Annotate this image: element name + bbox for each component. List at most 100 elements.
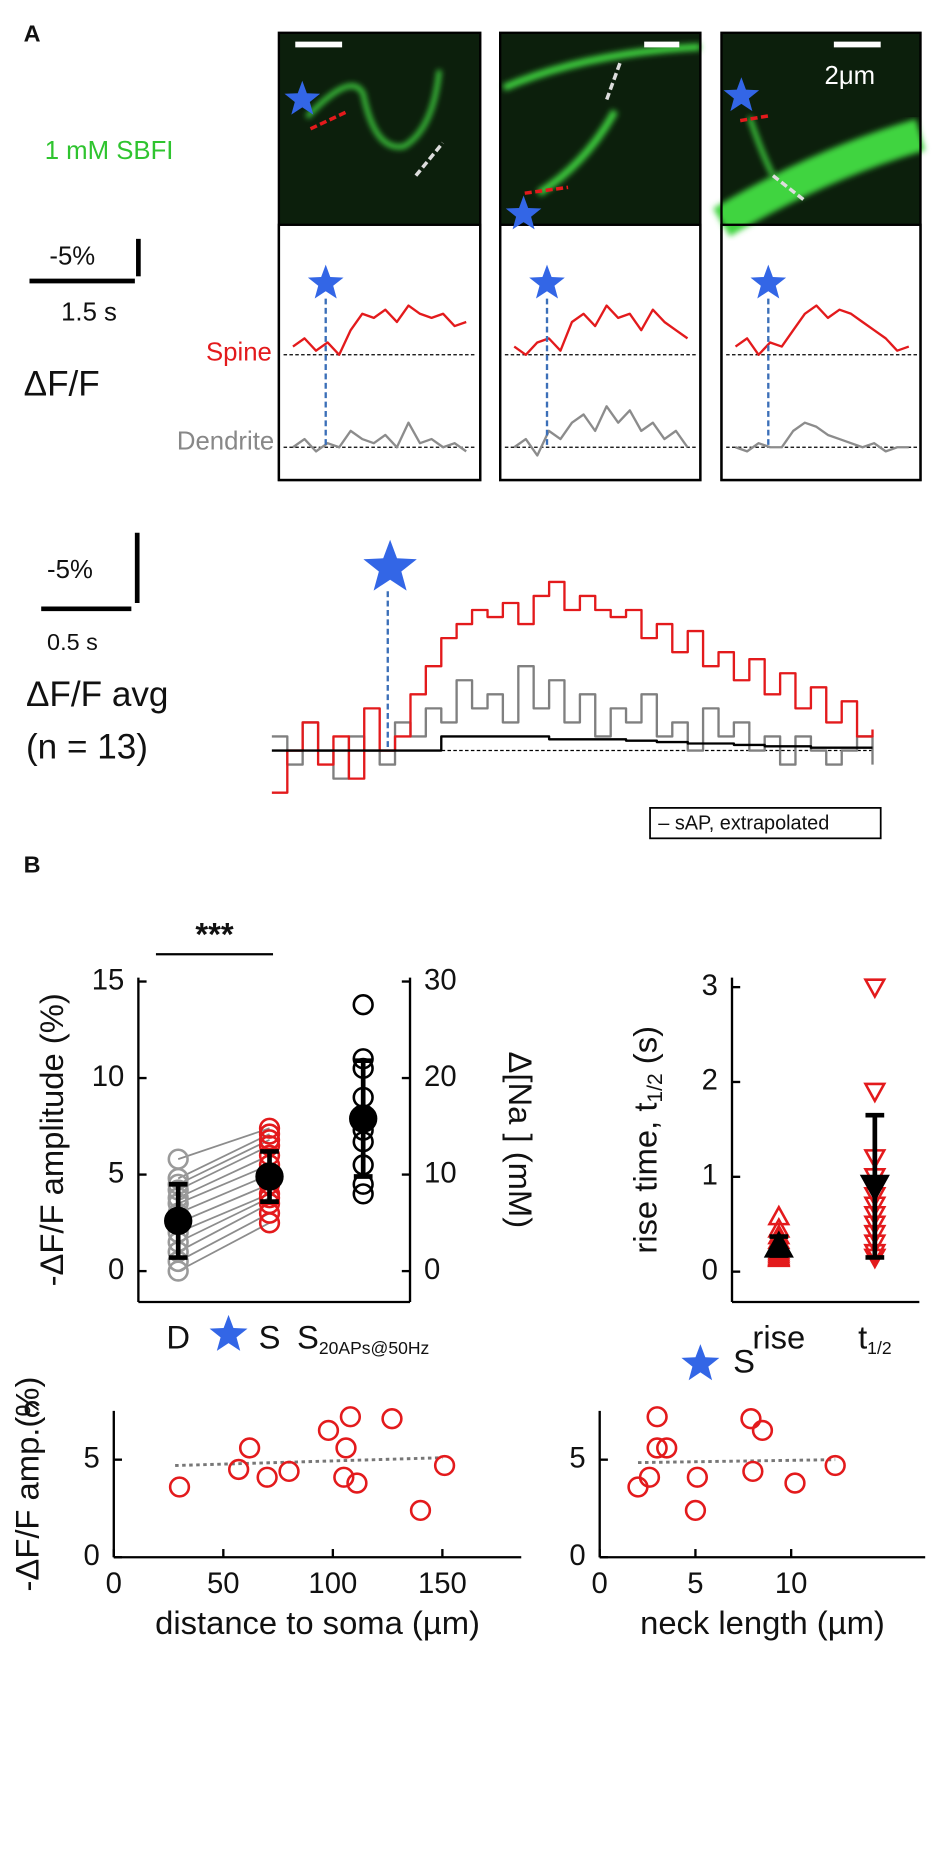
data-point (168, 1476, 191, 1498)
data-point (258, 1123, 281, 1145)
n-label: (n = 13) (26, 728, 148, 767)
x-tick-label: 10 (775, 1568, 808, 1600)
data-point (228, 1458, 250, 1481)
x-tick-label: 50 (207, 1568, 240, 1600)
pair-line (177, 1222, 270, 1272)
y-tick-label: 15 (92, 964, 125, 996)
y-tick-label: 0 (108, 1254, 124, 1286)
pair-line (177, 1144, 270, 1191)
data-point (238, 1437, 261, 1459)
y-label: ΔF/F avg (26, 675, 168, 714)
data-point (255, 1162, 284, 1191)
pair-line (177, 1133, 270, 1180)
x-tick-label: S20APs@50Hz (297, 1318, 429, 1357)
data-point (638, 1466, 661, 1488)
panel-frame (277, 31, 482, 482)
dendrite-avg-trace (271, 665, 874, 780)
data-point (656, 1437, 678, 1459)
roi-dendrite (771, 174, 807, 203)
pair-line (177, 1193, 270, 1234)
data-point (740, 1408, 762, 1430)
dendrite-image (502, 43, 701, 197)
roi-dendrite (605, 60, 623, 101)
data-point (646, 1437, 668, 1459)
y-tick-label: 5 (108, 1157, 124, 1189)
y-label-sub: 1/2 (643, 1073, 666, 1102)
spine-trace (513, 304, 689, 356)
data-point (863, 978, 887, 1000)
data-point (646, 1406, 668, 1428)
spine-trace (734, 304, 910, 356)
dendrite-image (713, 118, 926, 237)
data-point (335, 1437, 357, 1459)
x-tick-label: D (166, 1318, 190, 1355)
pair-line (177, 1164, 270, 1205)
legend-box (649, 807, 882, 840)
category: rise (752, 1318, 805, 1355)
pair-line (177, 1154, 270, 1199)
data-point (352, 994, 374, 1016)
panel-frame (499, 31, 702, 482)
dendrite-trace (513, 405, 689, 457)
y2-tick-label: 20 (424, 1061, 457, 1093)
data-point (751, 1419, 774, 1442)
dendrite-trace (292, 421, 467, 453)
x-tick-label: 150 (418, 1568, 467, 1600)
data-point (346, 1472, 368, 1494)
roi-dendrite (414, 141, 445, 177)
sap-trace (271, 735, 873, 752)
y2-tick-label: 0 (424, 1254, 440, 1286)
x-tick-label: 0 (106, 1568, 122, 1600)
trend-line (637, 1458, 836, 1465)
x-tick-label: t1/2 (858, 1318, 892, 1357)
stimulus-star (750, 264, 787, 299)
y-tick-label: 3 (702, 970, 718, 1002)
roi-spine (739, 114, 769, 123)
data-point (352, 1183, 374, 1205)
trace-box (499, 223, 702, 482)
x-tick-label: rise (752, 1318, 805, 1355)
y-label-text: -ΔF/F amp.(%) (8, 1377, 45, 1592)
y-tick-label: 5 (569, 1442, 585, 1474)
y-tick-label: 5 (83, 1442, 99, 1474)
pair-line (177, 1127, 270, 1160)
y-label-text: rise time, t (626, 1103, 663, 1254)
y-tick-label: 2 (702, 1065, 718, 1097)
stimulus-star (529, 264, 565, 299)
data-point (763, 1230, 794, 1258)
data-point (339, 1406, 362, 1428)
data-point (258, 1117, 281, 1139)
pair-line (177, 1173, 270, 1214)
pair-line (177, 1196, 270, 1243)
scale-time: 1.5 s (61, 299, 117, 327)
y-label-end: (s) (626, 1026, 663, 1073)
x-prefix: S (733, 1343, 755, 1380)
neck-image (747, 116, 776, 177)
spine-avg-trace (271, 580, 874, 794)
data-point (784, 1472, 806, 1494)
data-point (167, 1148, 189, 1170)
category-sub: 20APs@50Hz (319, 1337, 429, 1357)
category: S (297, 1318, 319, 1355)
y-label-text: -ΔF/F amplitude (%) (33, 993, 70, 1286)
x-tick-label: 100 (308, 1568, 357, 1600)
data-point (278, 1460, 300, 1483)
data-point (409, 1499, 432, 1522)
x-tick-label: 0 (592, 1568, 608, 1600)
dendrite-trace (735, 421, 909, 453)
spine-trace (292, 304, 467, 356)
data-point (859, 1174, 890, 1202)
data-point (627, 1476, 649, 1498)
pair-line (177, 1202, 270, 1253)
scale-amp: -5% (49, 242, 95, 270)
data-point (256, 1466, 278, 1488)
y2-axis-label: Δ[Na ] (mM) (502, 1052, 539, 1229)
trace-box (277, 223, 482, 482)
y-axis-label: rise time, t1/2 (s) (626, 1026, 666, 1254)
roi-spine (524, 185, 569, 195)
stimulus-star (209, 1314, 248, 1351)
y2-tick-label: 10 (424, 1157, 457, 1189)
significance: *** (195, 915, 234, 952)
data-point (167, 1260, 189, 1282)
trace-box (720, 223, 922, 482)
